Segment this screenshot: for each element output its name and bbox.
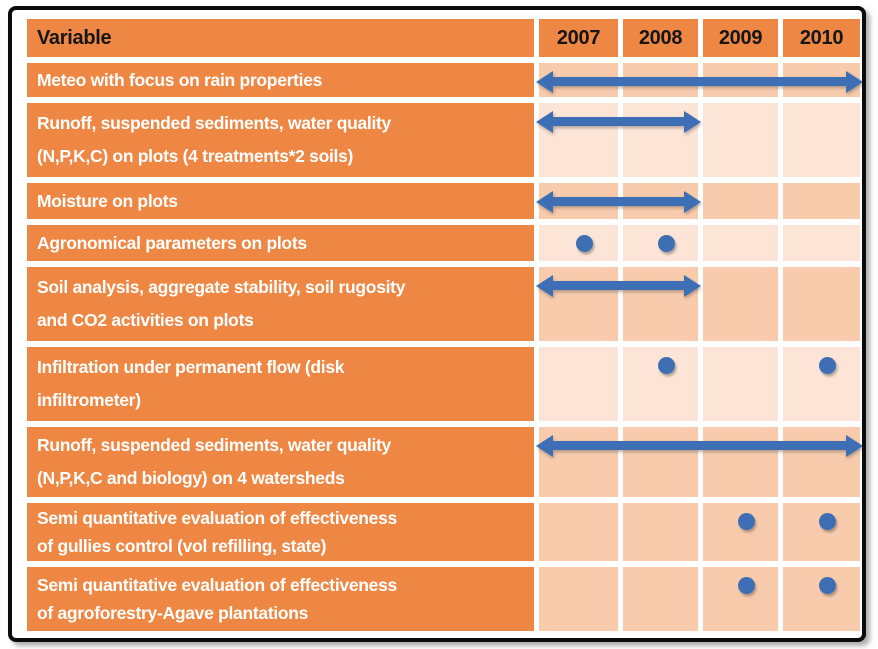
row-label: Meteo with focus on rain properties <box>27 63 534 97</box>
year-cell-2008 <box>623 183 698 219</box>
column-header-2009: 2009 <box>703 19 778 57</box>
row-label: Runoff, suspended sediments, water quali… <box>27 427 534 497</box>
year-cell-2007 <box>539 427 618 497</box>
row-label: Semi quantitative evaluation of effectiv… <box>27 567 534 631</box>
year-cell-2010 <box>783 347 860 421</box>
column-header-2007: 2007 <box>539 19 618 57</box>
year-cell-2008 <box>623 63 698 97</box>
table-frame: Variable 2007 2008 2009 2010 Meteo with … <box>8 6 866 642</box>
row-label: Runoff, suspended sediments, water quali… <box>27 103 534 177</box>
year-cell-2008 <box>623 427 698 497</box>
column-header-variable: Variable <box>27 19 534 57</box>
year-cell-2010 <box>783 567 860 631</box>
year-cell-2009 <box>703 503 778 561</box>
year-cell-2008 <box>623 347 698 421</box>
table-row: Infiltration under permanent flow (disk … <box>27 347 862 421</box>
table-row: Runoff, suspended sediments, water quali… <box>27 427 862 497</box>
year-cell-2007 <box>539 183 618 219</box>
year-cell-2010 <box>783 427 860 497</box>
row-label: Soil analysis, aggregate stability, soil… <box>27 267 534 341</box>
year-cell-2007 <box>539 63 618 97</box>
table-row: Runoff, suspended sediments, water quali… <box>27 103 862 177</box>
row-label: Agronomical parameters on plots <box>27 225 534 261</box>
year-cell-2009 <box>703 427 778 497</box>
year-cell-2008 <box>623 103 698 177</box>
year-cell-2010 <box>783 103 860 177</box>
year-cell-2009 <box>703 63 778 97</box>
row-label: Semi quantitative evaluation of effectiv… <box>27 503 534 561</box>
table-row: Moisture on plots <box>27 183 862 219</box>
table-row: Semi quantitative evaluation of effectiv… <box>27 503 862 561</box>
year-cell-2009 <box>703 267 778 341</box>
year-cell-2008 <box>623 503 698 561</box>
year-cell-2009 <box>703 567 778 631</box>
year-cell-2009 <box>703 225 778 261</box>
year-cell-2010 <box>783 225 860 261</box>
year-cell-2009 <box>703 347 778 421</box>
table-row: Soil analysis, aggregate stability, soil… <box>27 267 862 341</box>
year-cell-2010 <box>783 63 860 97</box>
year-cell-2007 <box>539 567 618 631</box>
column-header-2008: 2008 <box>623 19 698 57</box>
year-cell-2007 <box>539 267 618 341</box>
table-row: Semi quantitative evaluation of effectiv… <box>27 567 862 631</box>
year-cell-2010 <box>783 503 860 561</box>
year-cell-2008 <box>623 567 698 631</box>
column-header-2010: 2010 <box>783 19 860 57</box>
year-cell-2010 <box>783 267 860 341</box>
table-body: Meteo with focus on rain properties Runo… <box>27 63 862 631</box>
year-cell-2008 <box>623 225 698 261</box>
year-cell-2007 <box>539 225 618 261</box>
row-label: Infiltration under permanent flow (disk … <box>27 347 534 421</box>
row-label: Moisture on plots <box>27 183 534 219</box>
header-row: Variable 2007 2008 2009 2010 <box>27 19 862 57</box>
year-cell-2007 <box>539 347 618 421</box>
year-cell-2007 <box>539 503 618 561</box>
year-cell-2007 <box>539 103 618 177</box>
year-cell-2009 <box>703 103 778 177</box>
year-cell-2010 <box>783 183 860 219</box>
table-row: Meteo with focus on rain properties <box>27 63 862 97</box>
year-cell-2008 <box>623 267 698 341</box>
year-cell-2009 <box>703 183 778 219</box>
table-row: Agronomical parameters on plots <box>27 225 862 261</box>
